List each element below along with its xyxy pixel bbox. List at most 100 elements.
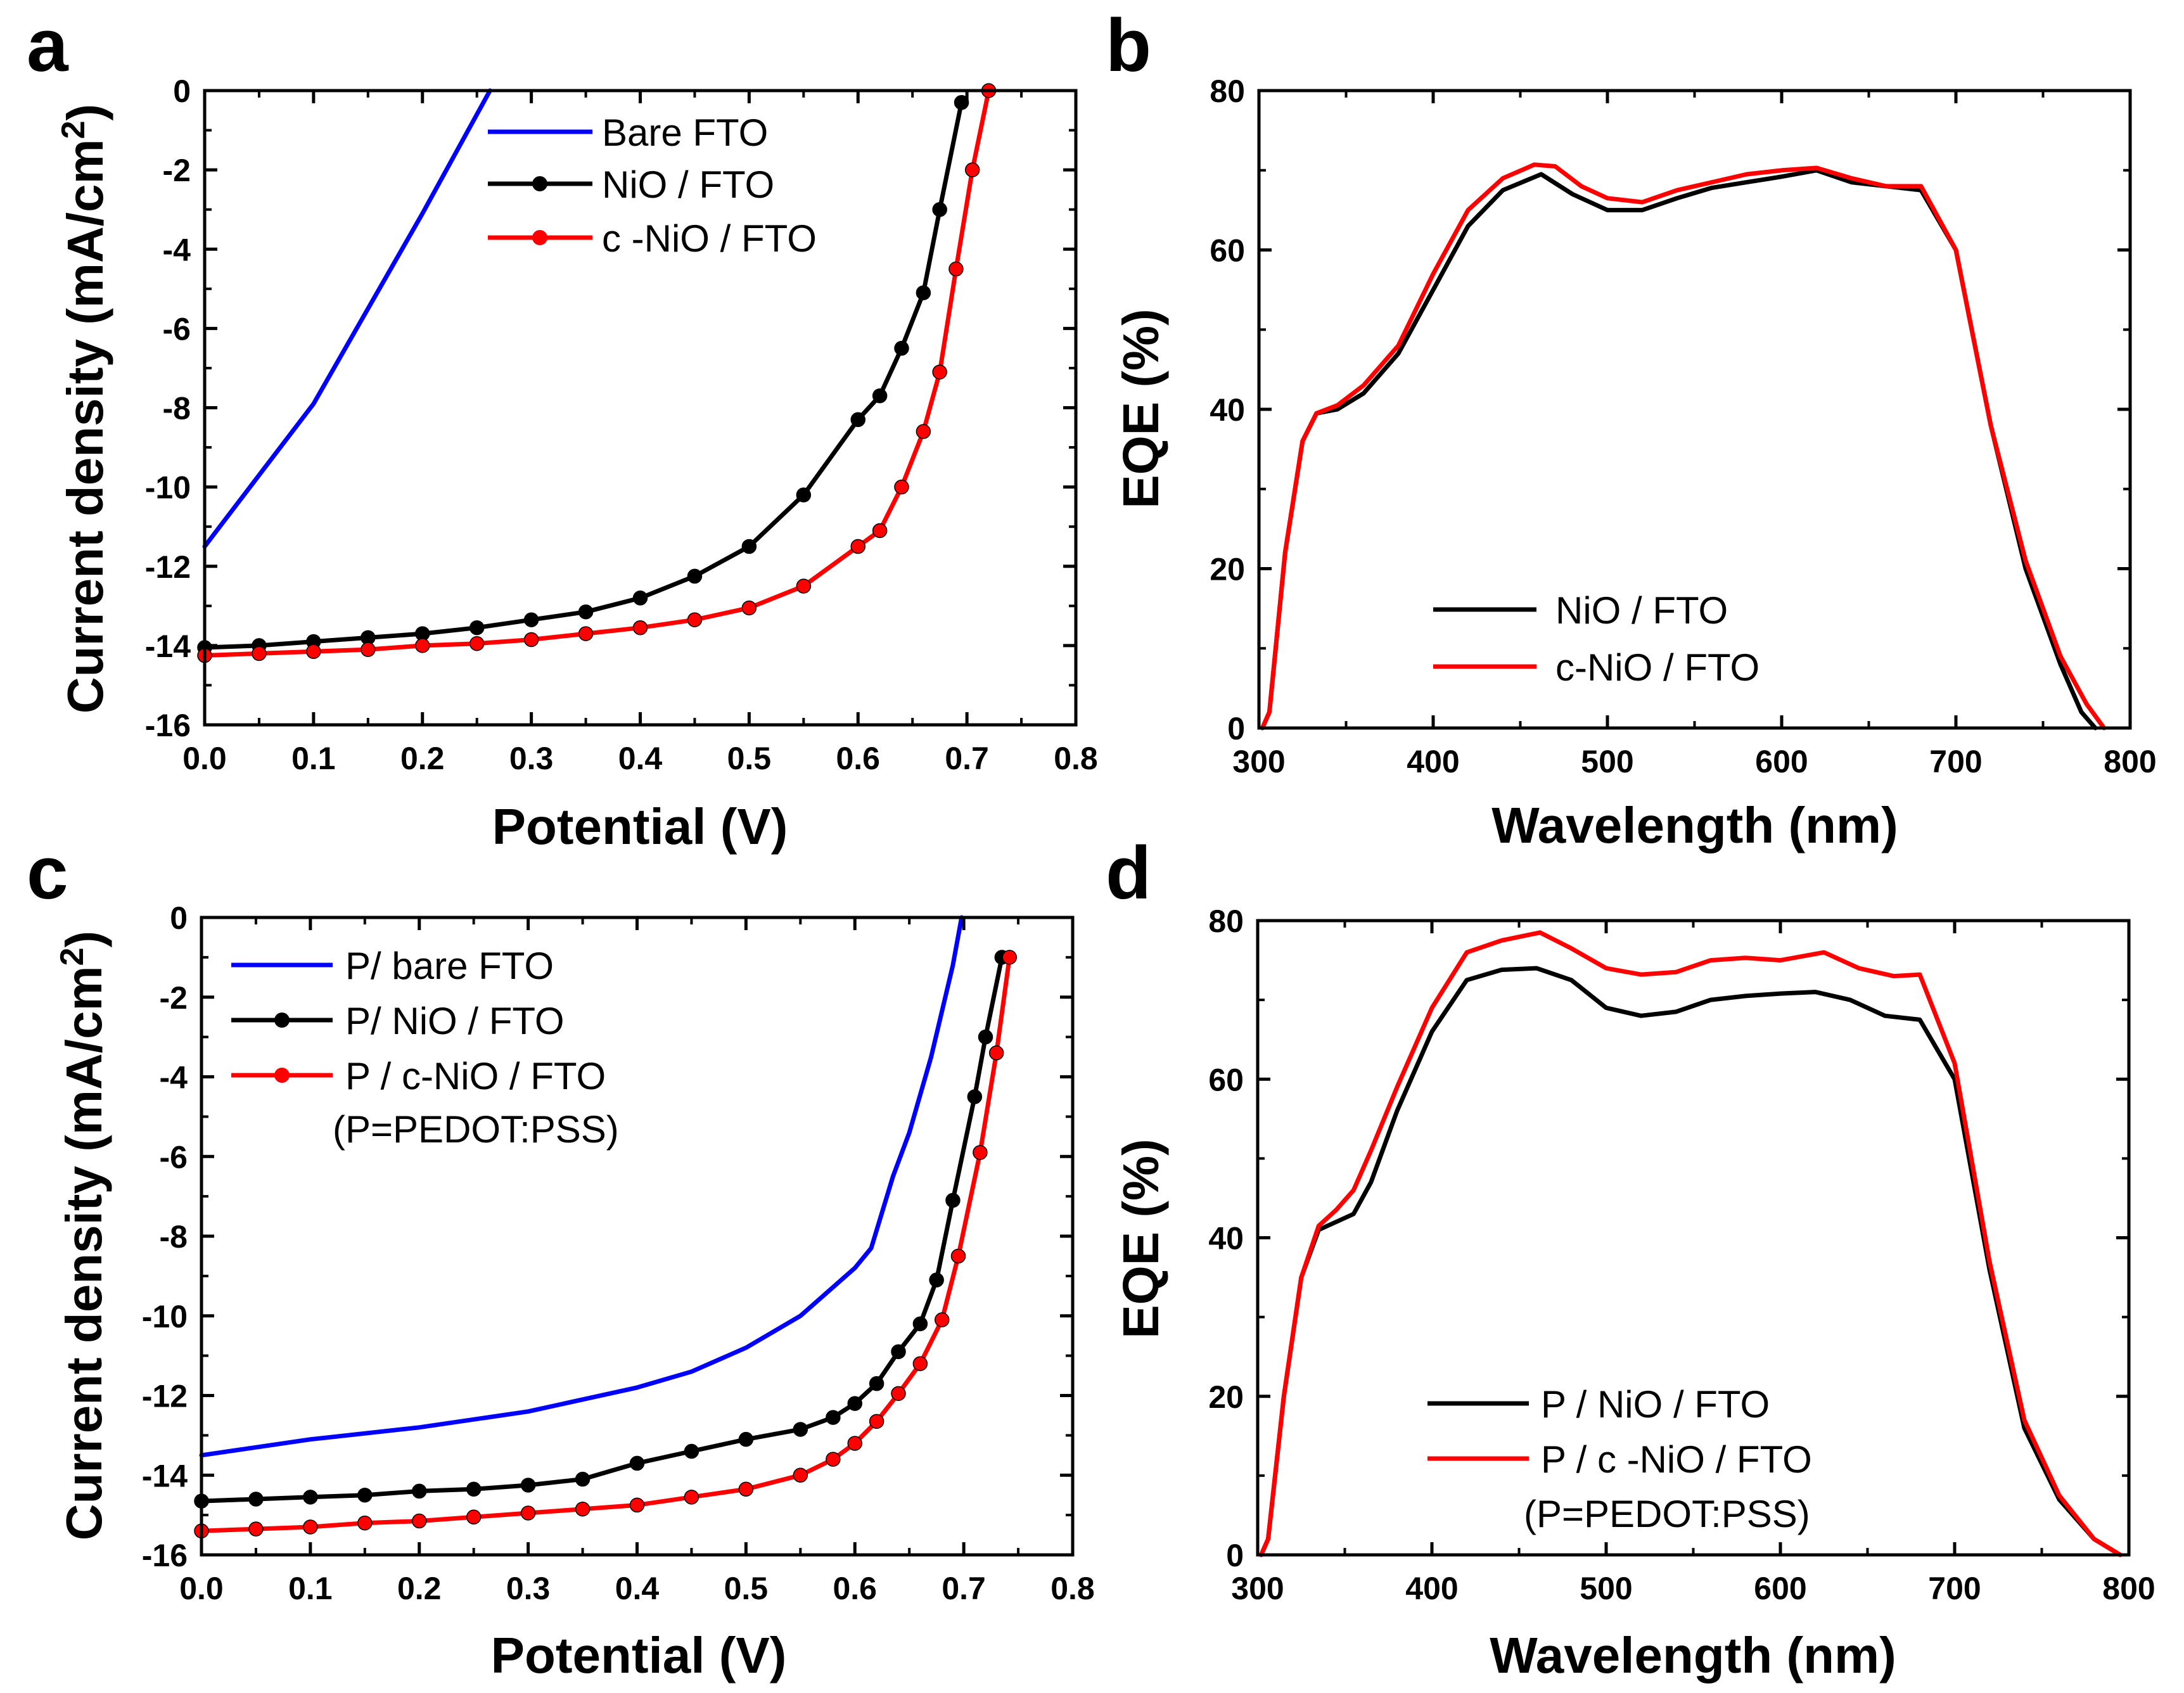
legend-label-p-nio-fto-d: P / NiO / FTO [1541,1383,1770,1426]
y-tick-label: 80 [1208,904,1244,939]
data-point-p-c-nio-fto [303,1519,318,1535]
series-line-p-nio-fto [1259,966,2123,1557]
x-tick-label: 0.5 [727,741,772,776]
x-tick-label: 0.7 [945,741,989,776]
data-point-p-nio-fto [248,1492,264,1507]
data-point-c-nio-fto [469,636,485,651]
data-point-nio-fto [916,285,931,300]
legend-label-c-nio-fto-b: c-NiO / FTO [1555,646,1759,689]
panel-d-series [1259,930,2123,1557]
x-tick-label: 500 [1581,744,1633,779]
data-point-p-c-nio-fto [575,1501,591,1517]
data-point-p-c-nio-fto [988,1045,1004,1061]
x-tick-label: 500 [1580,1571,1632,1606]
data-point-p-c-nio-fto [738,1481,754,1497]
y-tick-label: 80 [1210,73,1245,109]
y-tick-label: -16 [142,1538,188,1573]
panel-c-plot-frame [200,916,1075,1557]
data-point-p-c-nio-fto [912,1356,928,1371]
x-tick-label: 700 [1929,744,1982,779]
data-point-c-nio-fto [948,261,964,277]
y-tick-label: 60 [1210,233,1245,269]
data-point-p-nio-fto [738,1431,754,1447]
data-point-c-nio-fto [916,424,931,439]
data-point-p-nio-fto [967,1089,983,1104]
data-point-nio-fto [894,340,909,356]
data-point-p-nio-fto [520,1478,536,1493]
data-point-nio-fto [850,412,865,428]
panel-b-plot-frame [1257,89,2132,730]
data-point-c-nio-fto [252,646,267,661]
legend-label-p-bare-fto: P/ bare FTO [345,945,554,987]
data-point-p-c-nio-fto [973,1145,988,1160]
data-point-nio-fto [872,388,888,404]
legend-marker-p-c-nio-fto [274,1068,290,1083]
data-point-c-nio-fto [632,620,648,636]
y-tick-label: -8 [160,1219,188,1255]
x-tick-label: 0.6 [833,1571,877,1606]
data-point-p-nio-fto [945,1192,961,1208]
data-point-p-nio-fto [912,1316,928,1332]
data-point-p-c-nio-fto [847,1436,862,1451]
x-tick-label: 0.4 [615,1571,660,1606]
y-tick-label: 40 [1210,392,1245,428]
data-point-p-nio-fto [869,1376,884,1391]
data-point-nio-fto [687,568,703,584]
data-point-c-nio-fto [523,632,539,648]
panel-d: d 300 400 500 600 700 800 0 20 40 60 80 Wavelength… [1106,831,2155,1683]
panel-a-legend: Bare FTO NiO / FTO c -NiO / FTO [488,112,817,260]
legend-marker-c-nio-fto [532,230,547,245]
data-point-p-c-nio-fto [684,1490,699,1505]
y-tick-label: -10 [145,470,191,506]
panel-c: c 0.0 0.1 0.2 0.3 0.4 0.5 0.6 0.7 0.8 0 -2 -4 -6 -8 -1… [27,831,1095,1683]
legend-label-p-c-nio-fto-d: P / c -NiO / FTO [1541,1438,1812,1481]
data-point-p-nio-fto [826,1410,841,1425]
x-tick-label: 0.8 [1050,1571,1095,1606]
panel-letter-b: b [1106,4,1151,87]
y-tick-label: 40 [1208,1221,1244,1256]
x-tick-label: 800 [2102,1571,2155,1606]
legend-label-bare-fto: Bare FTO [602,112,768,154]
panel-d-legend: P / NiO / FTO P / c -NiO / FTO (P=PEDOT:… [1427,1383,1812,1535]
y-tick-label: -16 [145,708,191,743]
x-tick-label: 0.5 [724,1571,769,1606]
panel-a-plot-frame [203,89,1078,727]
data-point-p-nio-fto [466,1481,482,1497]
data-point-p-c-nio-fto [357,1515,373,1531]
data-point-nio-fto [523,612,539,627]
panel-letter-c: c [27,831,68,915]
panel-a-y-axis-title: Current density (mA/cm2) [55,104,113,713]
x-tick-label: 400 [1407,744,1459,779]
y-tick-label: -6 [163,311,191,347]
panel-letter-d: d [1106,831,1151,915]
data-point-c-nio-fto [872,523,888,539]
data-point-c-nio-fto [741,600,757,616]
data-point-p-nio-fto [629,1455,645,1471]
panel-c-ticks: 0.0 0.1 0.2 0.3 0.4 0.5 0.6 0.7 0.8 0 -2 -4 -6 -8 -10 -… [142,900,1095,1606]
data-point-c-nio-fto [850,539,865,554]
panel-c-x-axis-title: Potential (V) [491,1627,787,1683]
legend-note-pedot-pss-c: (P=PEDOT:PSS) [333,1108,619,1151]
y-tick-label: -6 [160,1139,188,1175]
data-point-p-nio-fto [793,1422,808,1437]
data-point-p-nio-fto [357,1487,373,1503]
series-line-c-nio-fto [202,88,991,658]
x-tick-label: 300 [1232,744,1285,779]
panel-a-x-axis-title: Potential (V) [492,798,788,855]
data-point-p-c-nio-fto [869,1414,884,1429]
series-line-p-c-nio-fto [199,955,1012,1533]
data-point-p-c-nio-fto [520,1505,536,1521]
x-tick-label: 600 [1754,1571,1806,1606]
data-point-p-c-nio-fto [891,1386,906,1402]
data-point-c-nio-fto [578,626,594,641]
y-tick-label: 0 [170,900,188,936]
data-point-p-nio-fto [684,1443,699,1459]
data-point-p-c-nio-fto [629,1497,645,1513]
data-point-p-c-nio-fto [466,1509,482,1525]
series-line-p-c-nio-fto [1259,930,2123,1557]
x-tick-label: 0.0 [182,741,227,776]
x-tick-label: 0.3 [509,741,554,776]
y-tick-label: -2 [160,980,188,1016]
data-point-c-nio-fto [932,364,947,380]
x-tick-label: 0.1 [288,1571,333,1606]
